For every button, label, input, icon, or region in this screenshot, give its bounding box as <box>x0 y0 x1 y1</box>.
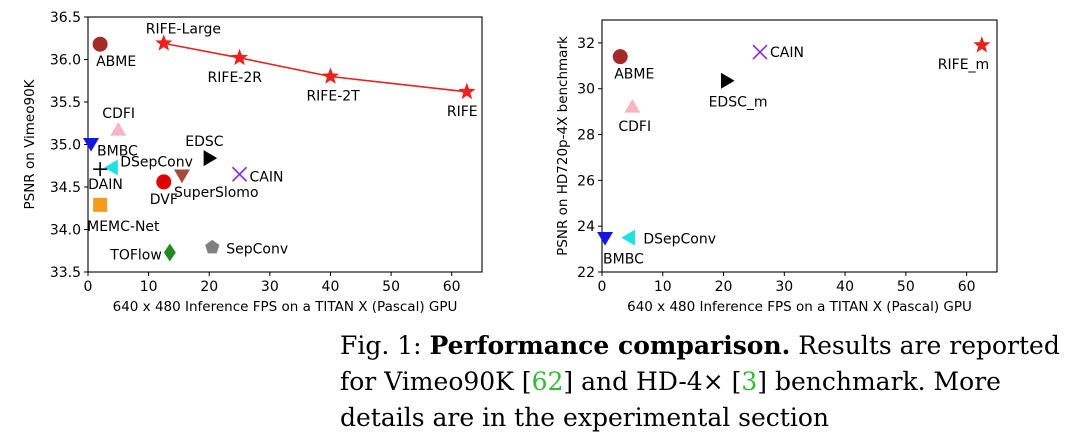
plot-frame <box>601 19 998 273</box>
figure-caption: Fig. 1: Performance comparison. Results … <box>340 328 1070 436</box>
x-tick-label: 30 <box>261 279 279 295</box>
cain-label: CAIN <box>770 45 804 61</box>
rife-series-line <box>163 42 467 93</box>
x-tick-label: 0 <box>598 279 607 295</box>
dsepconv-marker <box>104 159 118 176</box>
memc-net-marker <box>93 197 108 212</box>
rife-m-label: RIFE_m <box>938 57 989 73</box>
rife-label: RIFE <box>447 104 478 120</box>
cain-marker <box>752 44 768 60</box>
bmbc-label: BMBC <box>603 252 644 268</box>
dain-label: DAIN <box>88 177 123 193</box>
x-tick-label: 10 <box>654 279 672 295</box>
toflow-marker <box>163 243 176 262</box>
sepconv-label: SepConv <box>226 241 288 257</box>
y-tick-label: 36.0 <box>50 53 81 69</box>
x-axis-label: 640 x 480 Inference FPS on a TITAN X (Pa… <box>113 299 458 315</box>
superslomo-label: SuperSlomo <box>174 185 259 201</box>
y-axis-label: PSNR on Vimeo90K <box>22 78 38 209</box>
superslomo-marker <box>173 169 190 184</box>
cain-label: CAIN <box>250 169 284 185</box>
bmbc-marker <box>597 232 614 246</box>
cdfi-label: CDFI <box>102 106 135 122</box>
dvf-label: DVF <box>150 192 178 208</box>
rife-marker <box>458 82 476 100</box>
y-tick-label: 26 <box>577 173 595 189</box>
x-tick-label: 40 <box>836 279 854 295</box>
edsc-label: EDSC <box>185 134 224 150</box>
rife-2r-marker <box>230 48 249 66</box>
cdfi-label: CDFI <box>618 119 651 135</box>
abme-marker <box>92 36 108 52</box>
bmbc-marker <box>83 138 100 152</box>
y-tick-label: 30 <box>577 82 595 98</box>
y-axis-label: PSNR on HD720p-4X benchmark <box>555 36 571 256</box>
dsepconv-marker <box>621 229 635 246</box>
abme-label: ABME <box>96 54 136 70</box>
x-tick-label: 20 <box>200 279 218 295</box>
dain-marker <box>93 162 108 177</box>
citation-62[interactable]: 62 <box>531 367 564 396</box>
toflow-label: TOFlow <box>109 247 162 263</box>
sepconv-marker <box>205 239 220 254</box>
rife-large-marker <box>155 34 173 51</box>
edsc-m-marker <box>720 72 735 89</box>
x-tick-label: 50 <box>382 279 400 295</box>
cdfi-marker <box>624 99 641 113</box>
rife-large-label: RIFE-Large <box>146 21 221 37</box>
bmbc-label: BMBC <box>97 144 138 160</box>
vimeo-chart: 0 10 20 30 40 50 60 33.5 34.0 34.5 35.0 35.5 36.0 36.… <box>22 10 483 315</box>
memc-net-label: MEMC-Net <box>87 219 160 235</box>
x-axis-label: 640 x 480 Inference FPS on a TITAN X (Pa… <box>627 299 972 315</box>
cain-marker <box>231 166 248 182</box>
x-tick-label: 60 <box>443 279 461 295</box>
y-tick-label: 24 <box>577 219 595 235</box>
y-tick-label: 22 <box>577 265 595 281</box>
dsepconv-label: DSepConv <box>120 154 193 170</box>
rife-m-marker <box>973 36 991 53</box>
x-tick-label: 30 <box>775 279 793 295</box>
y-tick-label: 34.5 <box>50 180 81 196</box>
dvf-marker <box>156 174 172 190</box>
rife-2r-label: RIFE-2R <box>208 70 263 86</box>
hd-chart: 0 10 20 30 40 50 60 22 24 26 28 30 32 640 x 480 Infer… <box>555 19 998 315</box>
dsepconv-label: DSepConv <box>643 232 716 248</box>
abme-marker <box>612 49 628 65</box>
rife-2t-marker <box>321 67 340 84</box>
x-tick-label: 20 <box>715 279 733 295</box>
edsc-m-label: EDSC_m <box>709 95 768 111</box>
citation-3[interactable]: 3 <box>741 367 758 396</box>
edsc-marker <box>203 150 218 167</box>
y-tick-label: 35.5 <box>50 95 81 111</box>
y-tick-label: 28 <box>577 128 595 144</box>
figure: 0 10 20 30 40 50 60 33.5 34.0 34.5 35.0 35.5 36.0 36.… <box>22 10 998 315</box>
caption-title: Performance comparison. <box>429 331 791 360</box>
abme-label: ABME <box>614 67 654 83</box>
y-tick-label: 32 <box>577 36 595 52</box>
y-tick-label: 35.0 <box>50 138 81 154</box>
x-tick-label: 10 <box>140 279 158 295</box>
cdfi-marker <box>110 122 127 136</box>
caption-prefix: Fig. 1: <box>340 331 422 360</box>
y-tick-label: 34.0 <box>50 223 81 239</box>
y-tick-label: 33.5 <box>50 265 81 281</box>
y-tick-label: 36.5 <box>50 10 81 26</box>
caption-text-1: Results are reported for Vimeo90K [ <box>340 331 1060 396</box>
rife-2t-label: RIFE-2T <box>306 89 360 105</box>
x-tick-label: 40 <box>322 279 340 295</box>
x-tick-label: 50 <box>897 279 915 295</box>
x-tick-label: 60 <box>958 279 976 295</box>
caption-text-2: ] and HD-4× [ <box>563 367 742 396</box>
x-tick-label: 0 <box>84 279 93 295</box>
